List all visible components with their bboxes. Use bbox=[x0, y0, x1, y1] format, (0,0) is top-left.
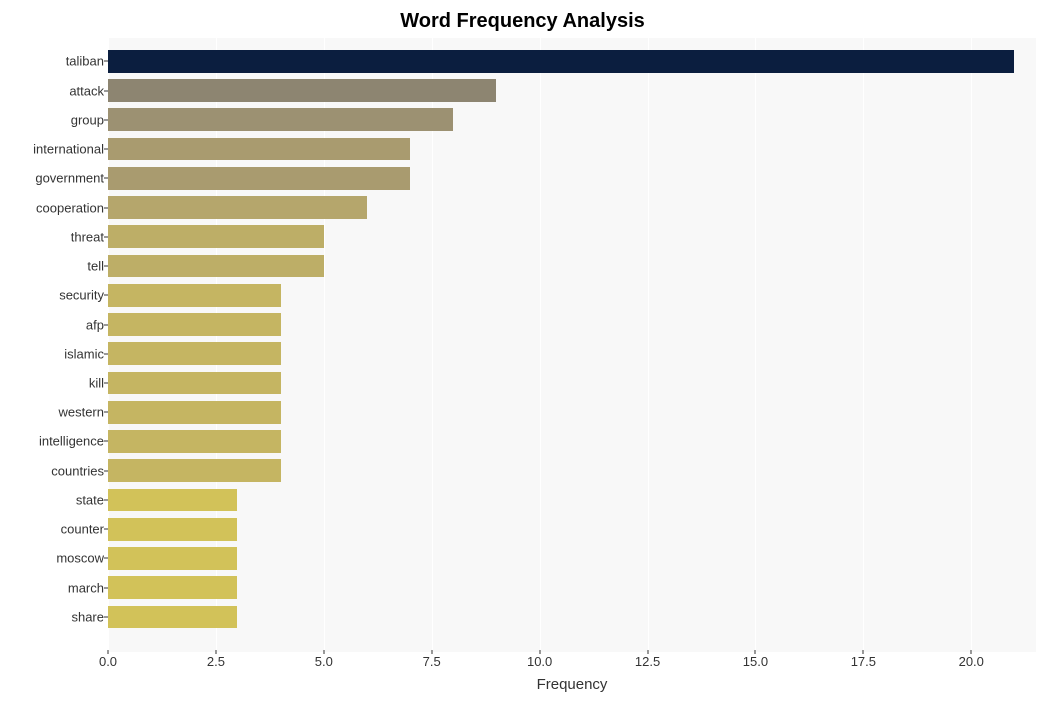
bar bbox=[108, 313, 281, 336]
y-tick-label: tell bbox=[87, 259, 104, 274]
bar bbox=[108, 606, 237, 629]
y-tick-label: group bbox=[71, 112, 104, 127]
bar bbox=[108, 430, 281, 453]
y-tick-label: attack bbox=[69, 83, 104, 98]
bar bbox=[108, 489, 237, 512]
y-tick bbox=[104, 412, 108, 413]
y-tick bbox=[104, 119, 108, 120]
y-tick bbox=[104, 558, 108, 559]
y-tick-label: afp bbox=[86, 317, 104, 332]
bar bbox=[108, 372, 281, 395]
bar bbox=[108, 255, 324, 278]
bar bbox=[108, 401, 281, 424]
y-tick-label: kill bbox=[89, 376, 104, 391]
y-tick-label: march bbox=[68, 580, 104, 595]
y-tick-label: moscow bbox=[56, 551, 104, 566]
y-tick bbox=[104, 353, 108, 354]
y-tick-label: cooperation bbox=[36, 200, 104, 215]
bar bbox=[108, 79, 496, 102]
x-tick-label: 15.0 bbox=[743, 654, 768, 669]
y-tick-label: state bbox=[76, 492, 104, 507]
y-tick bbox=[104, 207, 108, 208]
y-tick-label: intelligence bbox=[39, 434, 104, 449]
x-tick-label: 7.5 bbox=[423, 654, 441, 669]
bars bbox=[108, 38, 1036, 652]
bar bbox=[108, 108, 453, 131]
y-tick bbox=[104, 266, 108, 267]
bar bbox=[108, 138, 410, 161]
bar bbox=[108, 225, 324, 248]
x-tick-label: 5.0 bbox=[315, 654, 333, 669]
y-tick bbox=[104, 149, 108, 150]
x-tick-label: 20.0 bbox=[959, 654, 984, 669]
chart-title: Word Frequency Analysis bbox=[0, 10, 1045, 33]
y-tick bbox=[104, 587, 108, 588]
y-tick-label: threat bbox=[71, 229, 104, 244]
y-tick-label: government bbox=[35, 171, 104, 186]
y-tick-label: international bbox=[33, 142, 104, 157]
bar bbox=[108, 576, 237, 599]
y-tick-label: counter bbox=[61, 522, 104, 537]
y-tick bbox=[104, 324, 108, 325]
bar bbox=[108, 459, 281, 482]
bar bbox=[108, 284, 281, 307]
bar bbox=[108, 167, 410, 190]
x-axis-title: Frequency bbox=[108, 676, 1036, 693]
y-tick-label: security bbox=[59, 288, 104, 303]
bar bbox=[108, 196, 367, 219]
y-tick bbox=[104, 178, 108, 179]
y-tick bbox=[104, 441, 108, 442]
x-tick-label: 0.0 bbox=[99, 654, 117, 669]
y-tick-label: islamic bbox=[64, 346, 104, 361]
y-tick bbox=[104, 470, 108, 471]
y-tick bbox=[104, 90, 108, 91]
x-tick-label: 10.0 bbox=[527, 654, 552, 669]
bar bbox=[108, 518, 237, 541]
y-tick-label: countries bbox=[51, 463, 104, 478]
x-tick-label: 17.5 bbox=[851, 654, 876, 669]
bar bbox=[108, 547, 237, 570]
y-axis-labels: taliban attack group international governmen… bbox=[0, 38, 104, 652]
chart-container: Word Frequency Analysis taliban attack gro… bbox=[0, 0, 1045, 701]
y-tick bbox=[104, 61, 108, 62]
y-tick-label: taliban bbox=[66, 54, 104, 69]
y-tick bbox=[104, 383, 108, 384]
y-tick-label: share bbox=[71, 609, 104, 624]
bar bbox=[108, 50, 1014, 73]
x-tick-label: 2.5 bbox=[207, 654, 225, 669]
plot-area bbox=[108, 38, 1036, 652]
y-tick-label: western bbox=[58, 405, 104, 420]
x-tick-label: 12.5 bbox=[635, 654, 660, 669]
y-tick bbox=[104, 616, 108, 617]
y-tick bbox=[104, 529, 108, 530]
bar bbox=[108, 342, 281, 365]
y-tick bbox=[104, 295, 108, 296]
y-tick bbox=[104, 236, 108, 237]
y-tick bbox=[104, 499, 108, 500]
